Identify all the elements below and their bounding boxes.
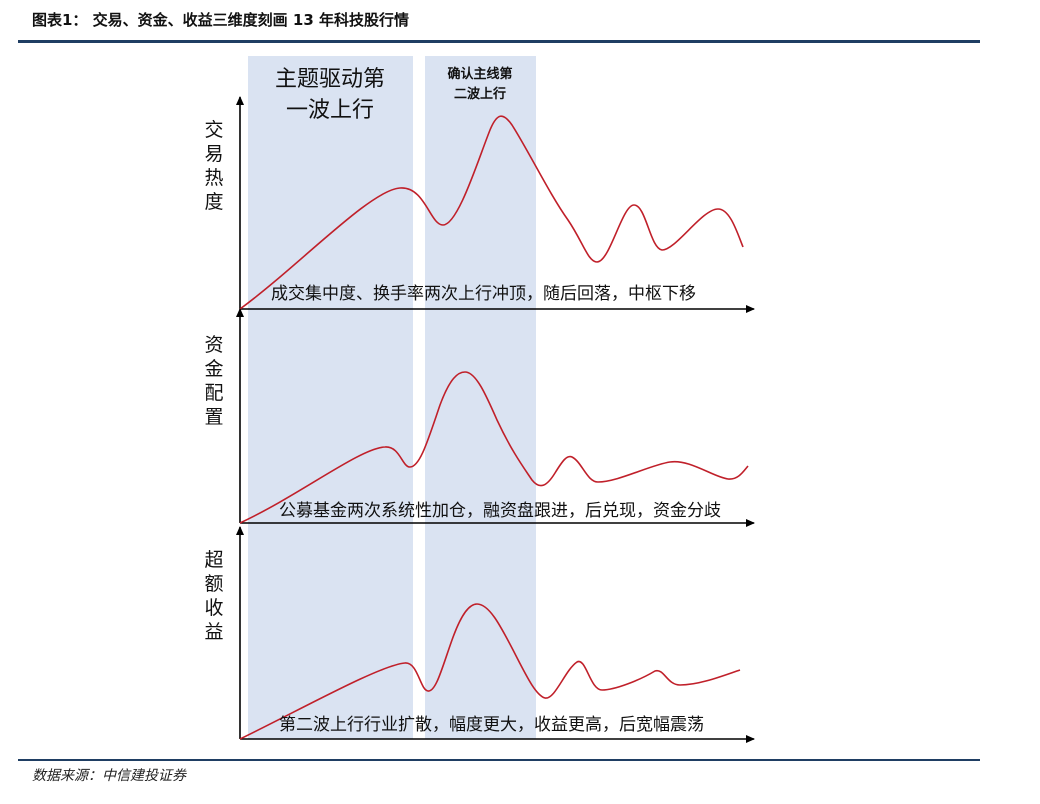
panel-1-ylabel-char-4: 度 bbox=[204, 191, 223, 213]
panel-3-ylabel-char-1: 超 bbox=[204, 549, 223, 571]
panel-1-caption: 成交集中度、换手率两次上行冲顶，随后回落，中枢下移 bbox=[271, 284, 696, 304]
panel-3-ylabel-char-4: 益 bbox=[204, 621, 223, 643]
header-divider bbox=[18, 40, 980, 43]
panel-3-curve bbox=[239, 603, 741, 740]
panel-2-ylabel-char-1: 资 bbox=[204, 334, 223, 356]
panel-1-ylabel-char-3: 热 bbox=[204, 167, 223, 189]
panel-1-ylabel-char-1: 交 bbox=[204, 119, 223, 141]
panel-trading-heat: 交 易 热 度 成交集中度、换手率两次上行冲顶，随后回落，中枢下移 bbox=[204, 96, 755, 313]
footer-divider bbox=[18, 759, 980, 761]
panel-1-ylabel-char-2: 易 bbox=[204, 143, 223, 165]
panel-2-ylabel-char-2: 金 bbox=[204, 358, 223, 380]
phase-1-label-line1: 主题驱动第 bbox=[275, 67, 385, 92]
panel-2-caption: 公募基金两次系统性加仓，融资盘跟进，后兑现，资金分歧 bbox=[279, 501, 721, 521]
phase-band-1 bbox=[248, 56, 413, 739]
panel-excess-return: 超 额 收 益 第二波上行行业扩散，幅度更大，收益更高，后宽幅震荡 bbox=[204, 526, 755, 743]
phase-2-label-line2: 二波上行 bbox=[454, 86, 506, 102]
phase-band-2 bbox=[425, 56, 536, 739]
panel-2-ylabel-char-4: 置 bbox=[204, 406, 223, 428]
phase-1-label-line2: 一波上行 bbox=[286, 98, 374, 123]
panel-3-ylabel-char-2: 额 bbox=[204, 573, 223, 595]
panel-2-curve bbox=[239, 371, 749, 524]
phase-2-label-line1: 确认主线第 bbox=[447, 66, 512, 82]
panel-3-ylabel-char-3: 收 bbox=[204, 597, 223, 619]
panel-2-ylabel-char-3: 配 bbox=[204, 382, 223, 404]
panel-fund-allocation: 资 金 配 置 公募基金两次系统性加仓，融资盘跟进，后兑现，资金分歧 bbox=[204, 308, 755, 527]
source-note: 数据来源：中信建投证券 bbox=[32, 768, 186, 784]
panel-3-caption: 第二波上行行业扩散，幅度更大，收益更高，后宽幅震荡 bbox=[279, 715, 704, 735]
figure-title: 图表1： 交易、资金、收益三维度刻画 13 年科技股行情 bbox=[32, 11, 409, 29]
panel-1-curve bbox=[239, 115, 744, 310]
